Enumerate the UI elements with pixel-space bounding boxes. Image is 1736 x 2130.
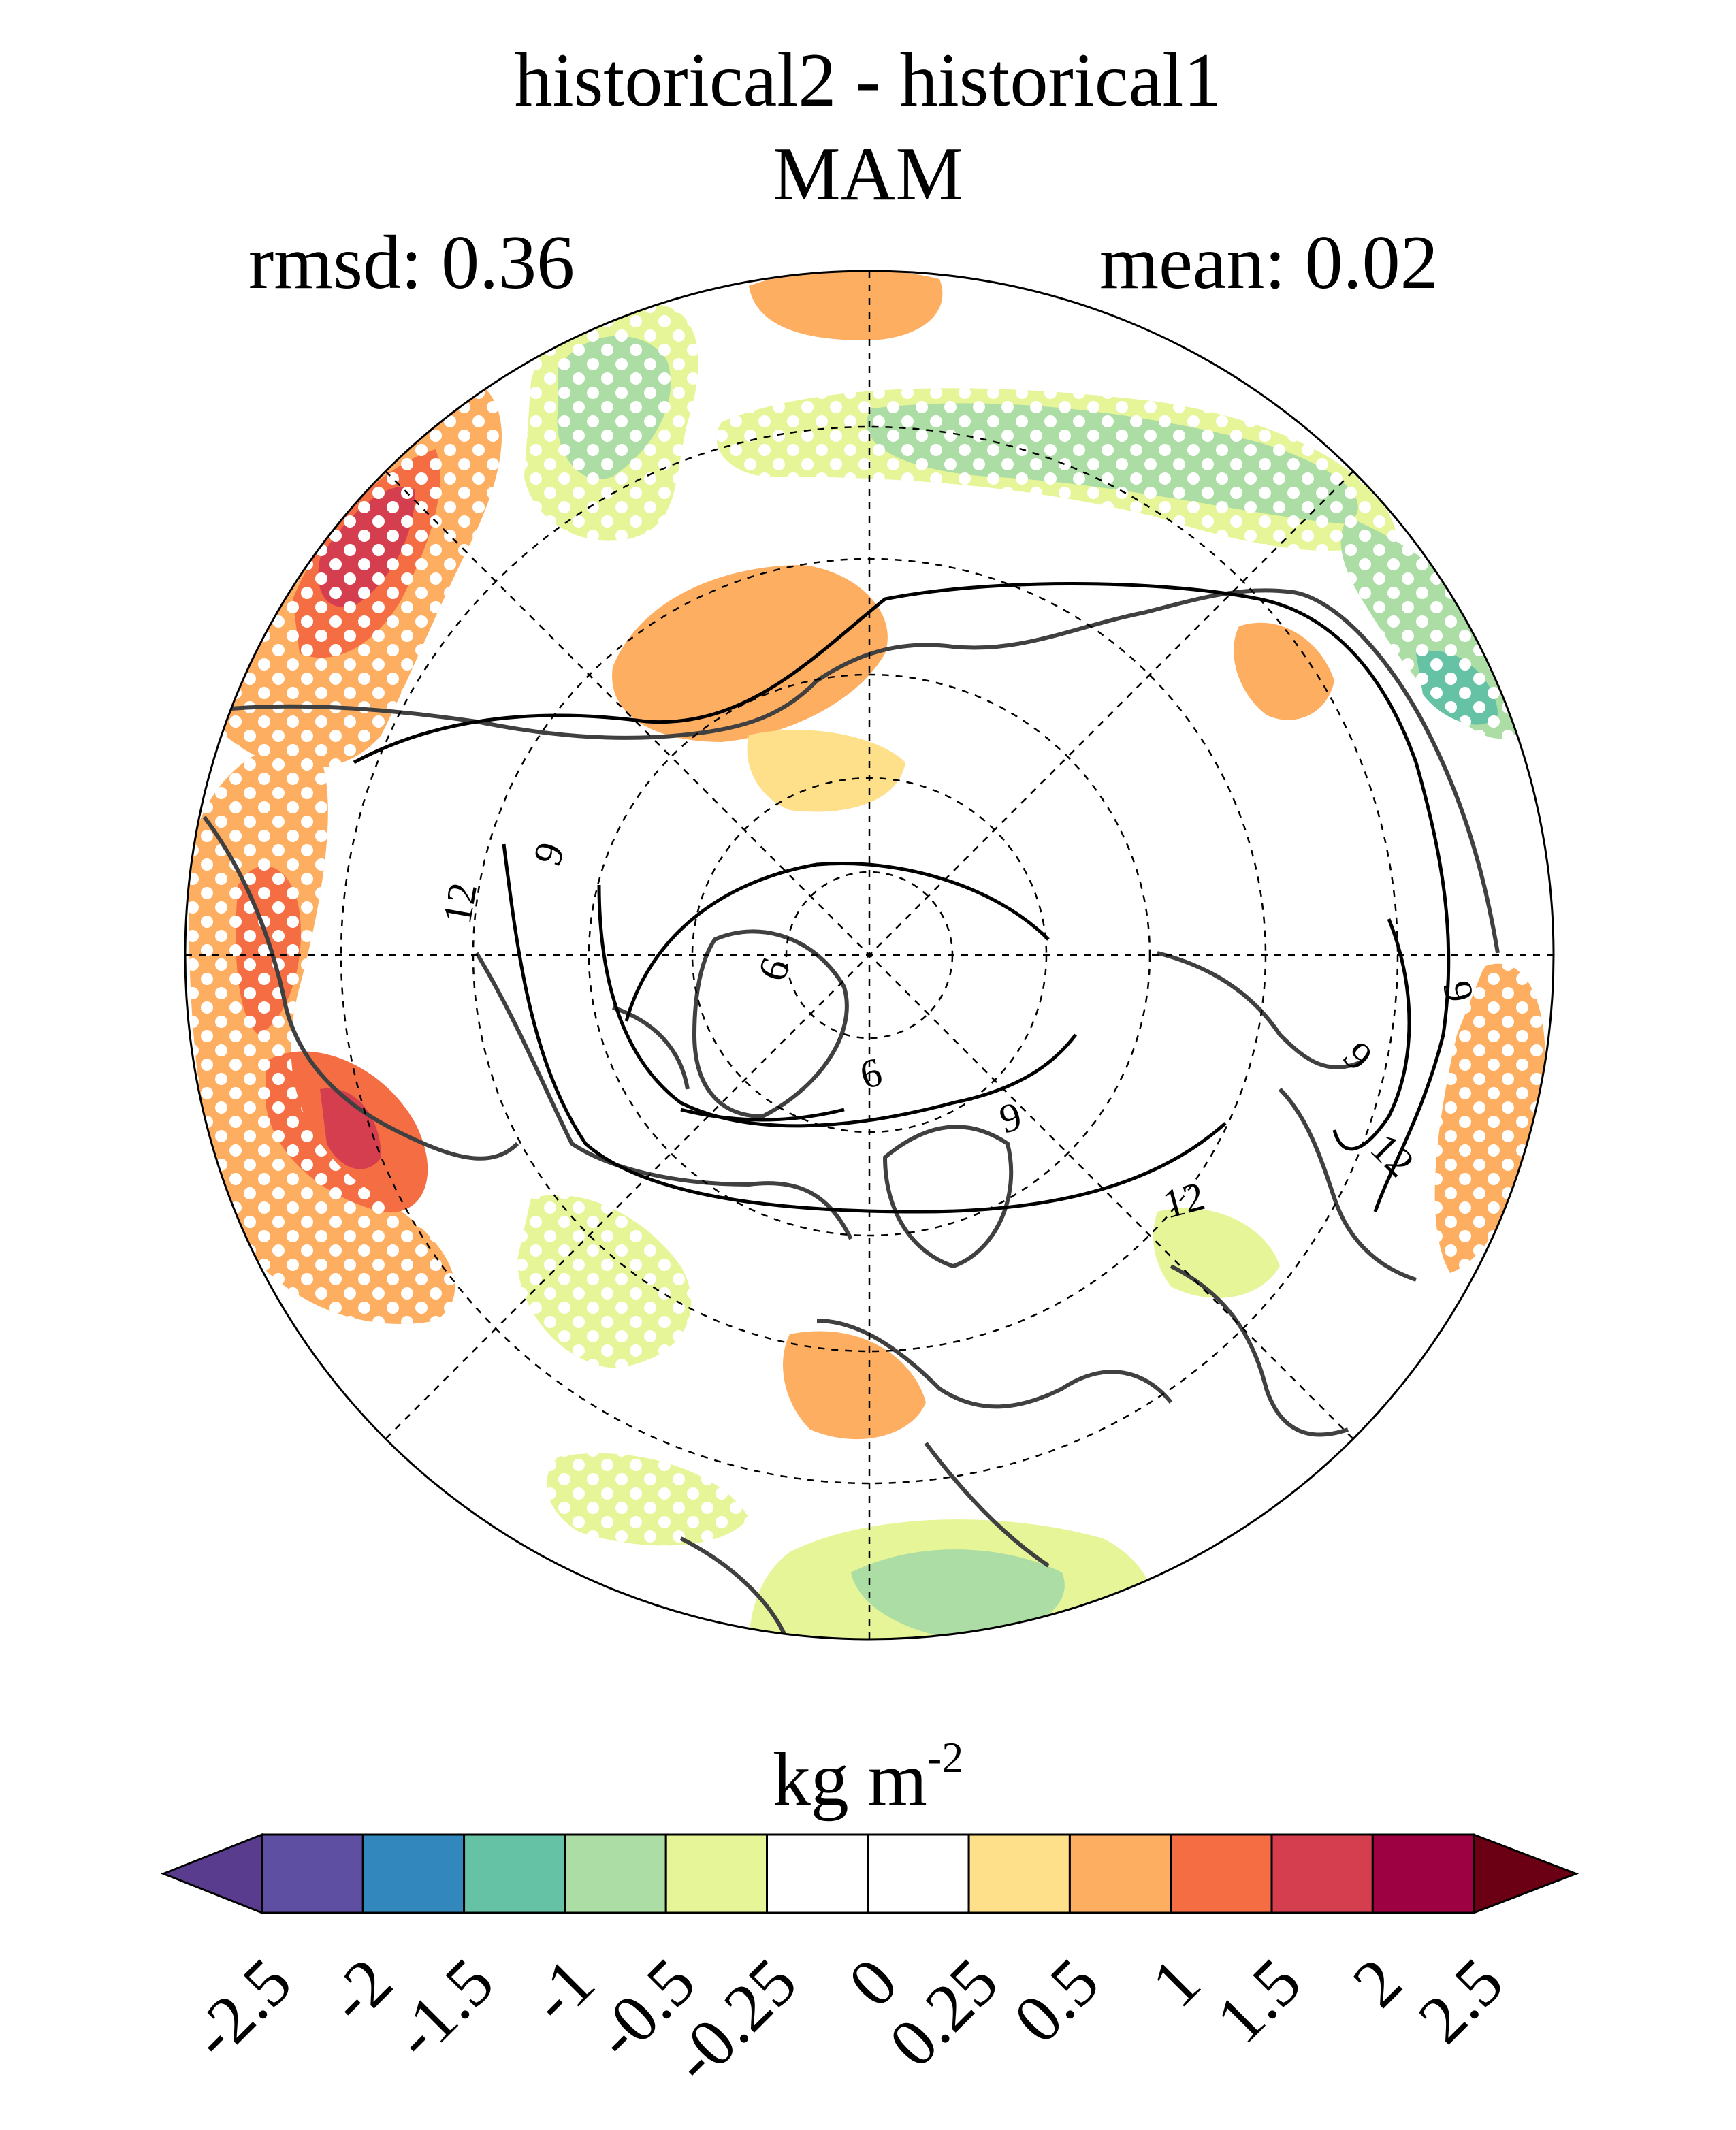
- season-label: MAM: [772, 132, 964, 216]
- polar-map: 12 9 6 9 6 9 12 12 9: [184, 270, 1555, 1641]
- colorbar-box: [867, 1833, 970, 1914]
- colorbar-box: [766, 1833, 869, 1914]
- anomaly-region: [749, 271, 943, 340]
- colorbar-box: [1371, 1833, 1475, 1914]
- map-disc: 12 9 6 9 6 9 12 12 9: [185, 271, 1554, 1639]
- colorbar: [160, 1833, 1579, 1915]
- colorbar-box: [564, 1833, 667, 1914]
- chart-title: historical2 - historical1: [514, 38, 1222, 123]
- contour-line: [680, 1108, 845, 1122]
- anomaly-fields: [189, 271, 1545, 1639]
- colorbar-box: [1270, 1833, 1374, 1914]
- anomaly-region: [783, 1331, 926, 1440]
- stippling: [225, 381, 502, 769]
- colorbar-tick-label: 1: [1136, 1943, 1215, 2022]
- contour-line: [624, 861, 1050, 1022]
- colorbar-over-arrow: [1473, 1833, 1579, 1915]
- mean-label: mean: 0.02: [1099, 221, 1438, 305]
- stippling: [517, 1195, 692, 1368]
- graticule: [185, 271, 1554, 1639]
- colorbar-box: [967, 1833, 1071, 1914]
- stippling: [547, 1453, 749, 1546]
- anomaly-region: [320, 1088, 381, 1169]
- rmsd-label: rmsd: 0.36: [248, 221, 575, 305]
- stippling: [1340, 517, 1526, 739]
- anomaly-region: [747, 730, 905, 812]
- contour-line: [353, 582, 1451, 1212]
- contour-label: 12: [434, 880, 485, 928]
- colorbar-tick-label: 0.25: [874, 1943, 1012, 2082]
- stippling: [716, 388, 1396, 551]
- colorbar-tick-label: 2: [1338, 1943, 1417, 2022]
- colorbar-tick-label: -0.25: [656, 1943, 811, 2098]
- colorbar-box: [1068, 1833, 1172, 1914]
- colorbar-tick-label: -2.5: [176, 1943, 306, 2073]
- colorbar-box: [463, 1833, 566, 1914]
- contour-line: [1332, 918, 1411, 1151]
- contours: [353, 582, 1451, 1214]
- map-boundary: [184, 270, 1555, 1641]
- units-label: kg m-2: [772, 1733, 964, 1822]
- colorbar-box: [1170, 1833, 1273, 1914]
- contour-line: [502, 843, 1227, 1214]
- colorbar-box: [664, 1833, 769, 1914]
- stippling: [189, 741, 455, 1324]
- colorbar-tick-label: 0.5: [999, 1943, 1114, 2058]
- colorbar-tick-label: 2.5: [1403, 1943, 1517, 2058]
- stippling: [1434, 963, 1545, 1273]
- coastlines: [202, 588, 1500, 1639]
- contour-line: [597, 884, 1077, 1128]
- colorbar-tick-label: 1.5: [1202, 1943, 1315, 2058]
- anomaly-region: [1234, 622, 1334, 720]
- colorbar-under-arrow: [160, 1833, 263, 1915]
- anomaly-region: [612, 565, 888, 742]
- stippling: [524, 302, 698, 541]
- colorbar-box: [361, 1833, 466, 1914]
- colorbar-box: [261, 1833, 364, 1914]
- anomaly-region: [851, 1549, 1065, 1639]
- colorbar-tick-label: -1.5: [378, 1943, 508, 2073]
